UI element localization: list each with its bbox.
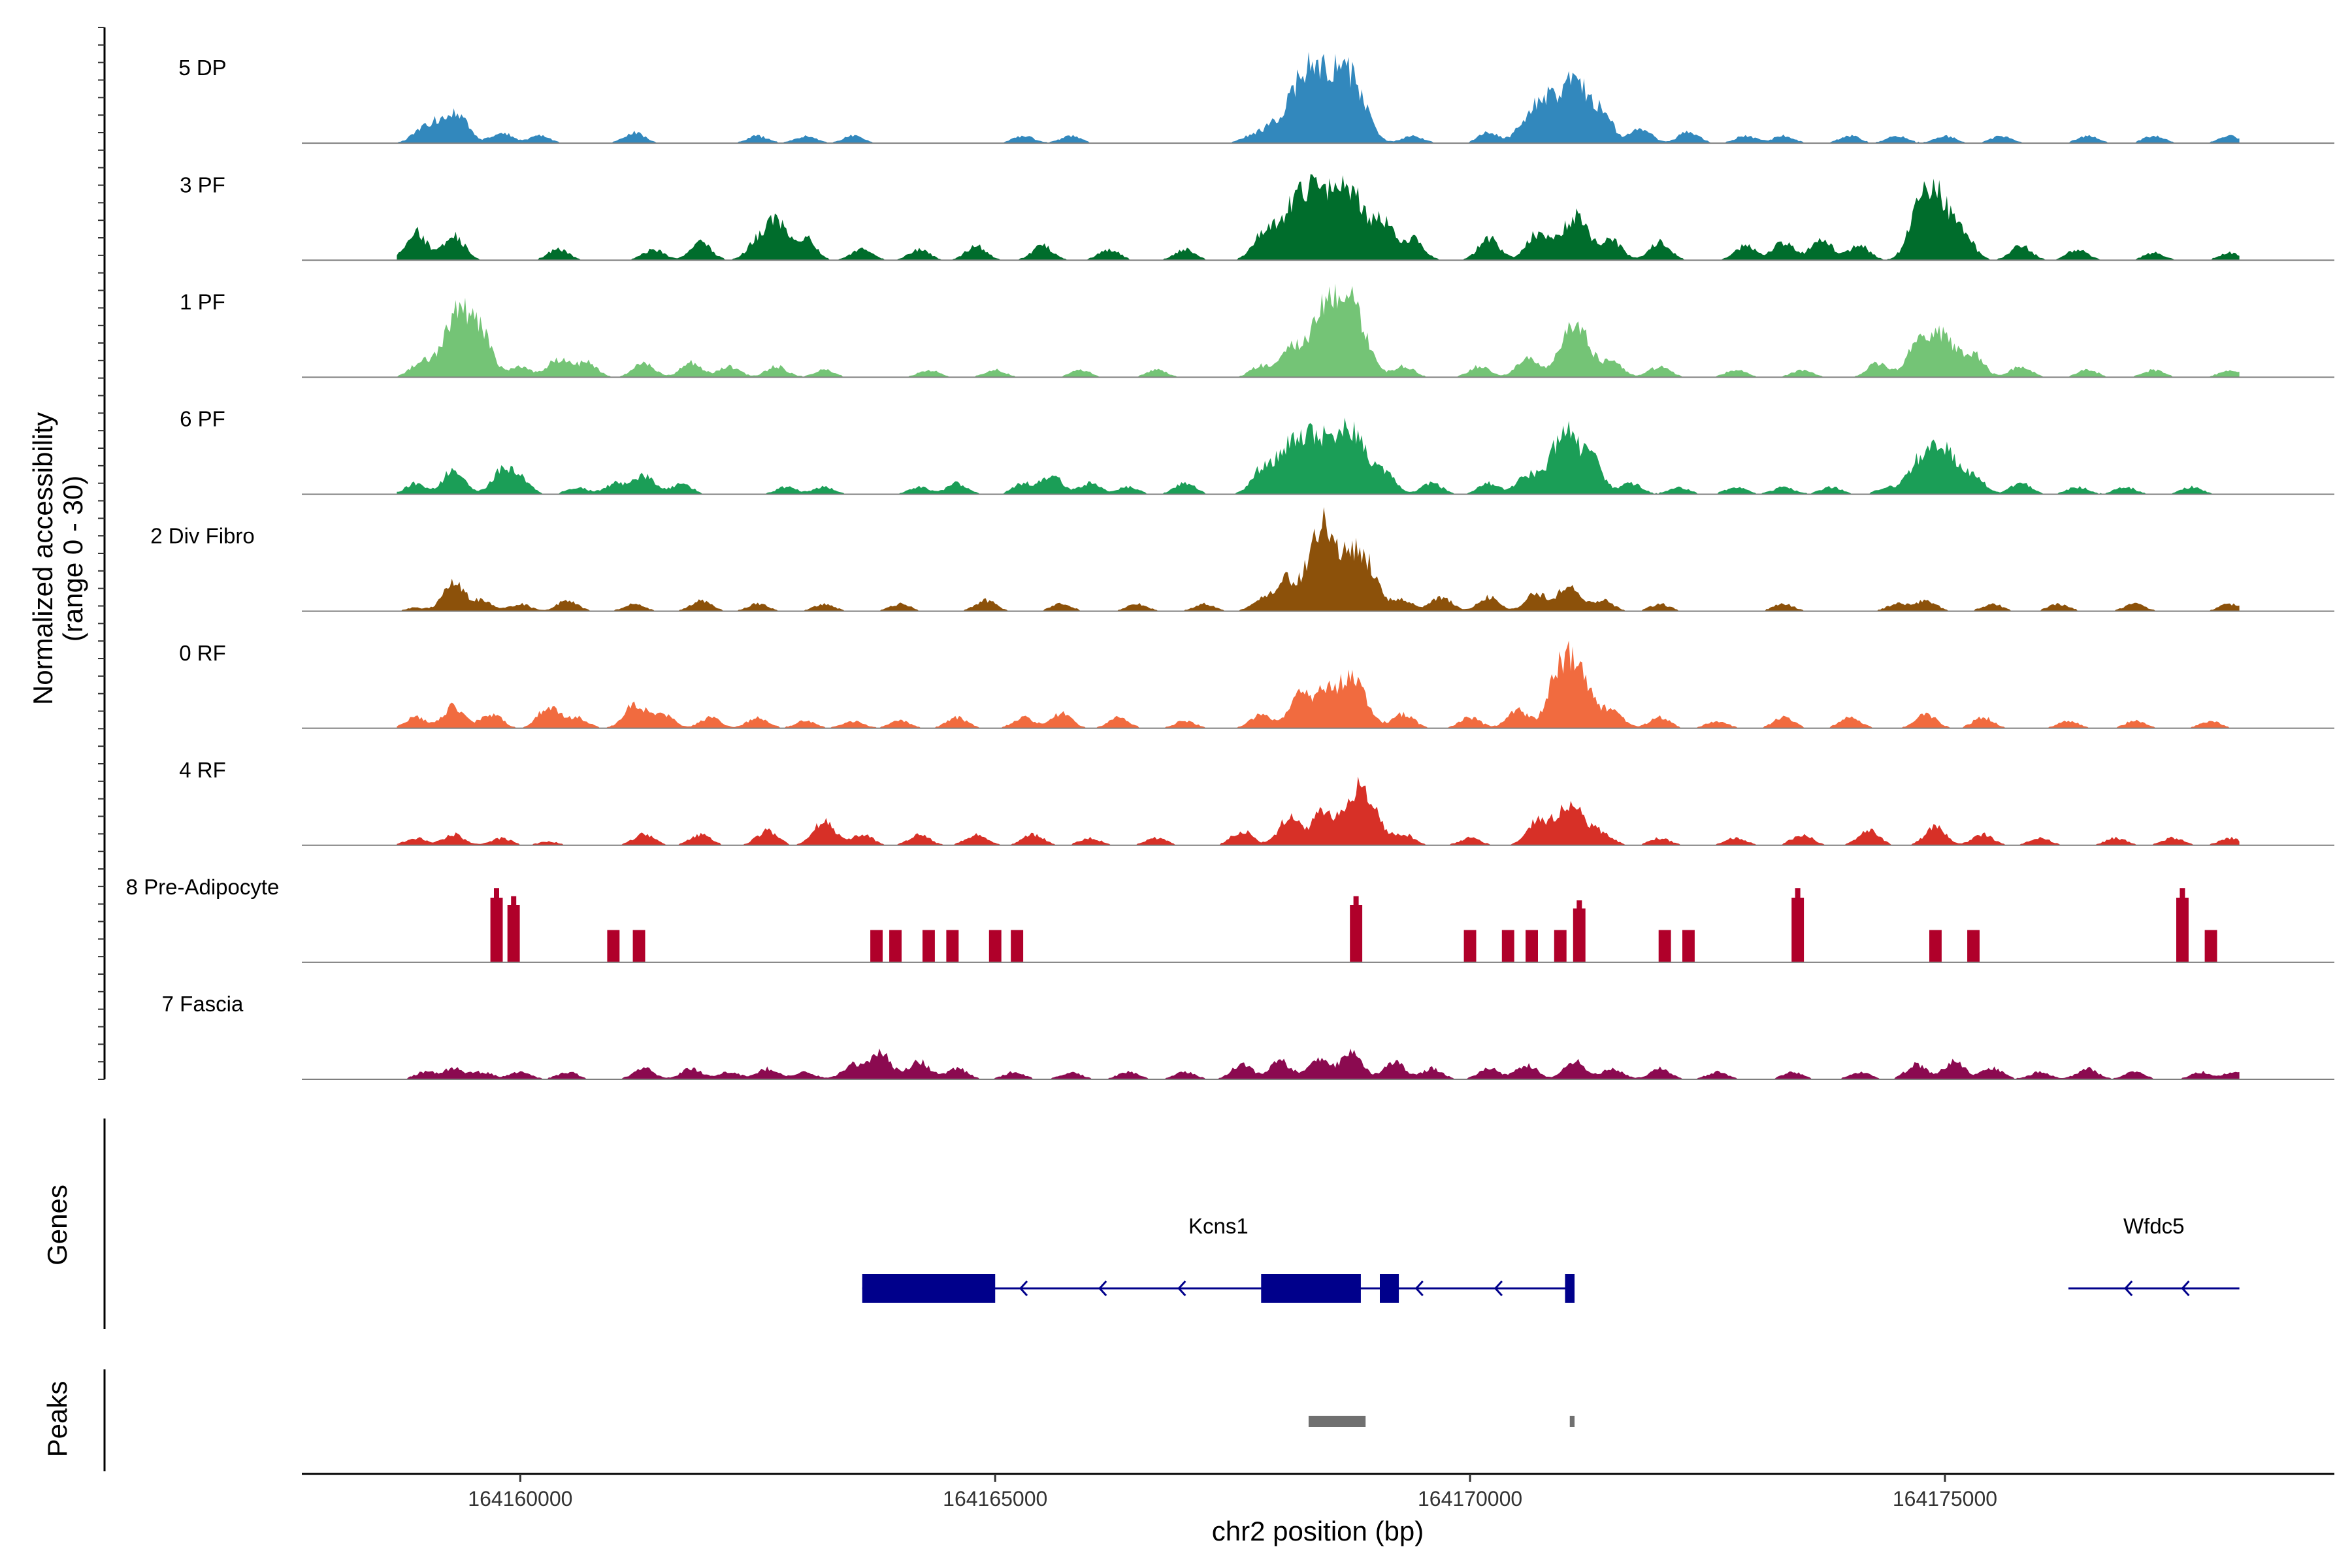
track-1-pf: 1 PF <box>180 284 2334 378</box>
track-label: 5 DP <box>178 56 226 80</box>
y-axis-title-line1: Normalized accessibility <box>27 412 58 705</box>
y-axis-title-line2: (range 0 - 30) <box>57 476 88 642</box>
x-axis: 164160000 164165000 164170000 164175000 <box>302 1473 2334 1511</box>
peaks-axis-title: Peaks <box>42 1381 73 1458</box>
track-area <box>397 776 2240 845</box>
gene-strand-arrow <box>1177 1280 1186 1297</box>
genes-panel: Kcns1 Wfdc5 <box>103 1119 2240 1329</box>
track-label: 6 PF <box>180 407 225 431</box>
gene-exon <box>862 1274 996 1303</box>
gene-strand-arrow <box>1494 1280 1503 1297</box>
x-tick-label: 164160000 <box>468 1487 572 1511</box>
peak-region <box>1308 1416 1366 1427</box>
track-area <box>490 888 2217 962</box>
genes-axis-title: Genes <box>42 1184 73 1266</box>
peaks-panel <box>103 1369 1575 1471</box>
gene-strand-arrow <box>2181 1280 2190 1297</box>
gene-strand-arrow <box>2124 1280 2133 1297</box>
track-area <box>397 1048 2240 1079</box>
gene-exon <box>1379 1274 1399 1303</box>
gene-strand-arrow <box>1019 1280 1028 1297</box>
gene-wfdc5: Wfdc5 <box>2068 1214 2240 1297</box>
gene-label: Wfdc5 <box>2123 1214 2185 1238</box>
gene-strand-arrow <box>1098 1280 1107 1297</box>
gene-exon <box>1261 1274 1361 1303</box>
gene-exon <box>1565 1274 1575 1303</box>
track-4-rf: 4 RF <box>179 758 2334 846</box>
track-area <box>397 174 2240 261</box>
track-area <box>397 284 2240 378</box>
track-area <box>397 507 2240 612</box>
x-tick-label: 164175000 <box>1893 1487 1997 1511</box>
gene-label: Kcns1 <box>1188 1214 1249 1238</box>
track-label: 8 Pre-Adipocyte <box>126 875 280 899</box>
track-7-fascia: 7 Fascia <box>162 992 2334 1080</box>
track-label: 7 Fascia <box>162 992 244 1016</box>
track-2-div-fibro: 2 Div Fibro <box>150 507 2334 612</box>
coverage-tracks: 5 DP 3 PF 1 PF 6 PF 2 Div Fibro 0 RF 4 RF 8 Pre… <box>126 52 2334 1080</box>
peak-region <box>1569 1416 1575 1427</box>
track-label: 1 PF <box>180 289 225 314</box>
track-area <box>397 52 2240 144</box>
track-label: 3 PF <box>180 172 225 197</box>
track-0-rf: 0 RF <box>179 640 2334 729</box>
track-label: 4 RF <box>179 758 226 782</box>
coverage-y-axis <box>98 27 106 1080</box>
x-tick-label: 164170000 <box>1418 1487 1522 1511</box>
track-8-pre-adipocyte: 8 Pre-Adipocyte <box>126 875 2334 963</box>
gene-kcns1: Kcns1 <box>862 1214 1575 1303</box>
x-tick-label: 164165000 <box>943 1487 1047 1511</box>
track-label: 0 RF <box>179 641 226 665</box>
track-3-pf: 3 PF <box>180 172 2334 261</box>
track-area <box>397 417 2240 495</box>
track-label: 2 Div Fibro <box>150 524 255 548</box>
x-axis-title: chr2 position (bp) <box>1212 1516 1424 1546</box>
gene-strand-arrow <box>1414 1280 1424 1297</box>
track-6-pf: 6 PF <box>180 407 2334 495</box>
track-5-dp: 5 DP <box>178 52 2334 144</box>
track-area <box>397 640 2240 728</box>
